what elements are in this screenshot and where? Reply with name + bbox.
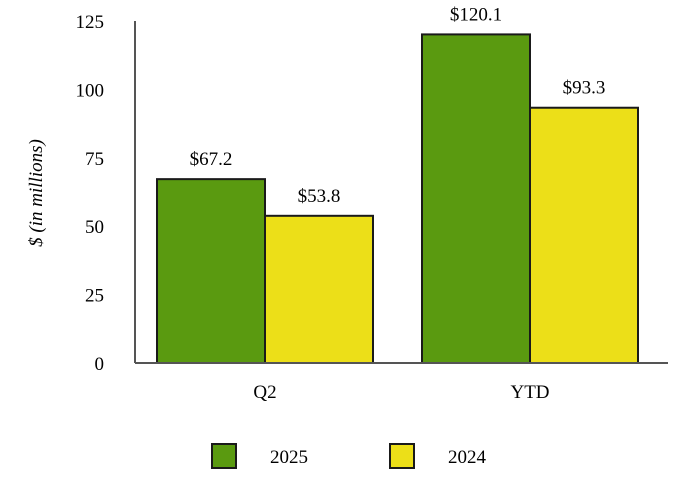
legend-label-2024: 2024 xyxy=(448,447,487,468)
legend-label-2025: 2025 xyxy=(270,447,308,468)
y-axis-title-group: $ (in millions) xyxy=(26,139,47,247)
data-label-2025-q2: $67.2 xyxy=(190,149,233,170)
bar-2024-ytd xyxy=(529,106,639,364)
y-tick-label: 0 xyxy=(95,354,105,375)
y-tick-label: 125 xyxy=(76,12,105,33)
bar-2025-q2 xyxy=(156,178,266,364)
data-label-2025-ytd: $120.1 xyxy=(450,4,502,25)
bar-2025-ytd xyxy=(421,33,531,364)
legend-swatch-2024 xyxy=(389,443,415,469)
y-tick-label: 100 xyxy=(76,80,105,101)
y-tick-label: 25 xyxy=(85,286,104,307)
y-axis-title: $ (in millions) xyxy=(26,139,47,247)
category-label-q2: Q2 xyxy=(253,382,276,403)
y-tick-label: 75 xyxy=(85,149,104,170)
data-label-2024-ytd: $93.3 xyxy=(563,78,606,99)
legend: 2025 2024 xyxy=(211,443,487,469)
category-labels: Q2 YTD xyxy=(253,382,549,403)
category-label-ytd: YTD xyxy=(510,382,549,403)
bars xyxy=(156,33,639,364)
legend-swatch-2025 xyxy=(211,443,237,469)
y-tick-labels: 0 25 50 75 100 125 xyxy=(76,12,105,375)
data-label-2024-q2: $53.8 xyxy=(298,186,341,207)
bar-2024-q2 xyxy=(264,214,374,364)
data-labels: $67.2 $53.8 $120.1 $93.3 xyxy=(190,4,606,206)
y-tick-label: 50 xyxy=(85,217,104,238)
